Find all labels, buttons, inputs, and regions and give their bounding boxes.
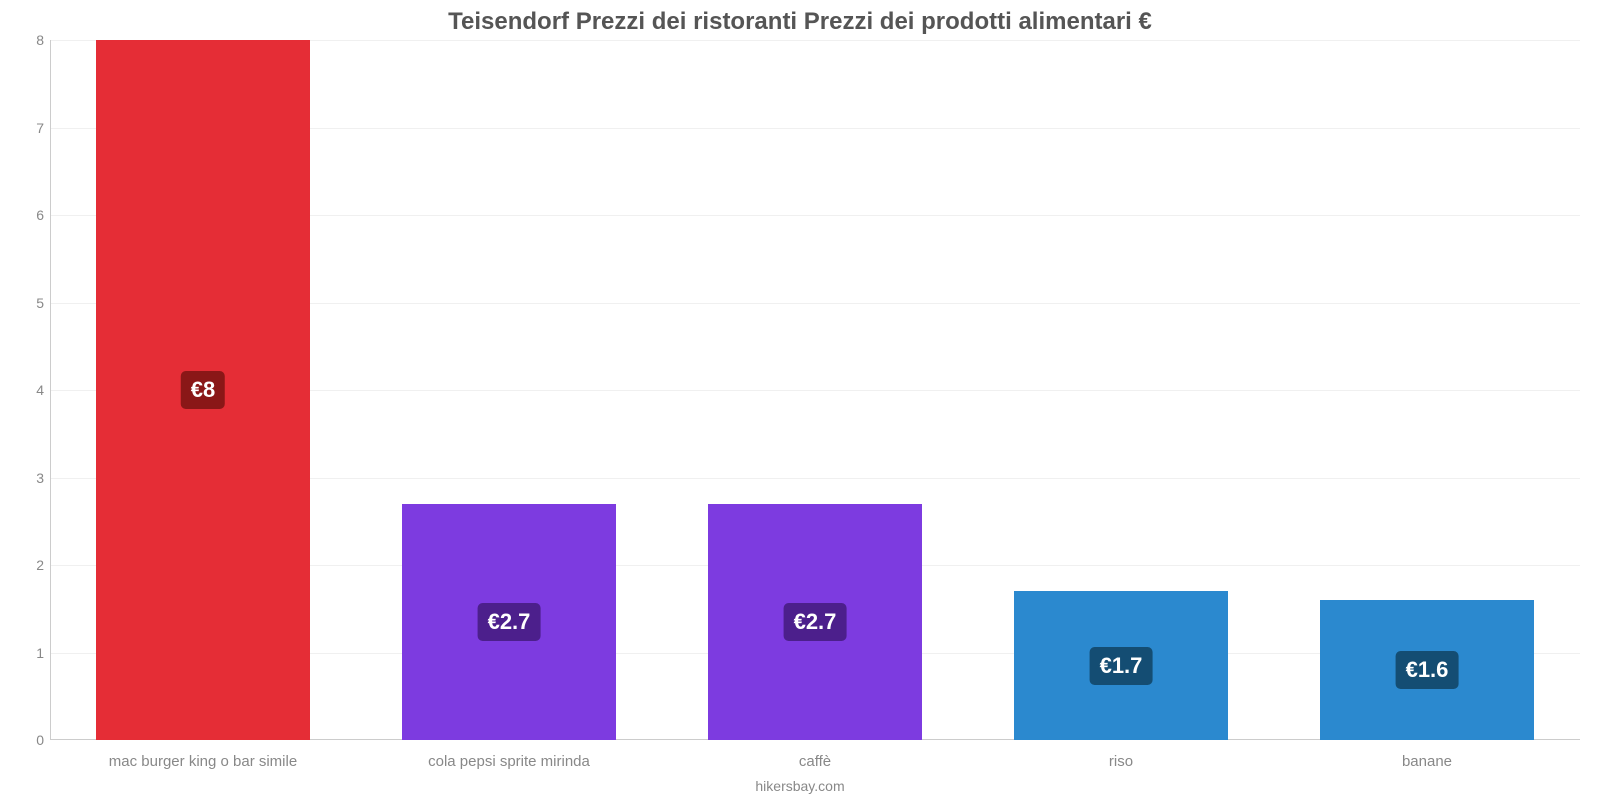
x-axis-label: riso — [968, 753, 1274, 770]
bar: €1.7 — [1014, 591, 1228, 740]
bar-value-badge: €2.7 — [784, 603, 847, 641]
y-tick: 5 — [36, 295, 44, 311]
y-tick: 7 — [36, 120, 44, 136]
bar-slot: €1.7 — [968, 40, 1274, 740]
bar-slot: €2.7 — [662, 40, 968, 740]
bar-slot: €2.7 — [356, 40, 662, 740]
bars-container: €8 €2.7 €2.7 €1.7 €1.6 — [50, 40, 1580, 740]
bar: €8 — [96, 40, 310, 740]
bar-slot: €8 — [50, 40, 356, 740]
y-tick: 8 — [36, 32, 44, 48]
plot-region: €8 €2.7 €2.7 €1.7 €1.6 — [50, 40, 1580, 740]
chart-title: Teisendorf Prezzi dei ristoranti Prezzi … — [0, 0, 1600, 36]
bar: €2.7 — [708, 504, 922, 740]
x-axis-labels: mac burger king o bar similecola pepsi s… — [50, 753, 1580, 770]
chart-credit: hikersbay.com — [0, 778, 1600, 794]
y-tick: 1 — [36, 645, 44, 661]
bar-value-badge: €1.6 — [1396, 651, 1459, 689]
y-tick: 2 — [36, 557, 44, 573]
bar-slot: €1.6 — [1274, 40, 1580, 740]
bar-value-badge: €2.7 — [478, 603, 541, 641]
y-tick: 4 — [36, 382, 44, 398]
y-tick: 3 — [36, 470, 44, 486]
bar: €1.6 — [1320, 600, 1534, 740]
y-tick: 6 — [36, 207, 44, 223]
y-axis: 012345678 — [20, 40, 50, 740]
bar-value-badge: €1.7 — [1090, 647, 1153, 685]
chart-area: 012345678 €8€2.7€2.7€1.7€1.6 — [50, 40, 1580, 740]
x-axis-label: banane — [1274, 753, 1580, 770]
x-axis-label: caffè — [662, 753, 968, 770]
bar-value-badge: €8 — [181, 371, 225, 409]
bar: €2.7 — [402, 504, 616, 740]
x-axis-label: cola pepsi sprite mirinda — [356, 753, 662, 770]
x-axis-label: mac burger king o bar simile — [50, 753, 356, 770]
y-tick: 0 — [36, 732, 44, 748]
